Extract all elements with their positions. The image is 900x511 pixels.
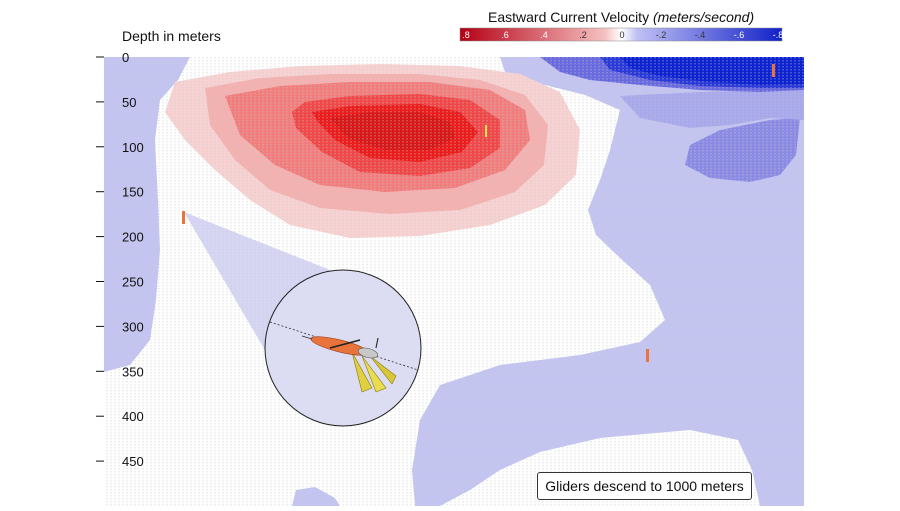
glider-marker-3 — [646, 349, 649, 362]
colorbar-tick-label: .6 — [501, 30, 509, 40]
colorbar-tick-label: -.8 — [773, 30, 784, 40]
y-tick-label: 100 — [122, 140, 144, 155]
colorbar-tick-label: .4 — [540, 30, 548, 40]
y-tick-label: 0 — [122, 50, 129, 65]
colorbar-tick-label: -.2 — [656, 30, 667, 40]
eastward-core — [330, 112, 455, 150]
glider-icon — [301, 335, 397, 393]
glider-marker-2 — [772, 64, 775, 77]
colorbar-labels: .8 .6 .4 .2 0 -.2 -.4 -.6 -.8 — [462, 30, 783, 40]
plot-area — [104, 57, 804, 506]
y-tick-label: 450 — [122, 454, 144, 469]
colorbar-tick-label: -.4 — [695, 30, 706, 40]
glider-marker-1 — [182, 211, 185, 224]
y-tick-label: 400 — [122, 409, 144, 424]
colorbar-tick-label: .8 — [462, 30, 470, 40]
colorbar: .8 .6 .4 .2 0 -.2 -.4 -.6 -.8 — [459, 27, 783, 42]
colorbar-title-text: Eastward Current Velocity — [488, 9, 650, 25]
y-tick-label: 350 — [122, 364, 144, 379]
annotation-box: Gliders descend to 1000 meters — [537, 472, 752, 500]
y-tick-label: 300 — [122, 319, 144, 334]
westward-band-mid — [620, 90, 804, 128]
y-tick-label: 250 — [122, 275, 144, 290]
y-axis-title: Depth in meters — [122, 28, 221, 44]
westward-region-bottom — [292, 487, 340, 506]
glider-marker-4 — [485, 125, 487, 137]
y-tick-label: 200 — [122, 230, 144, 245]
colorbar-title-units: (meters/second) — [652, 9, 755, 25]
colorbar-tick-label: -.6 — [734, 30, 745, 40]
colorbar-title: Eastward Current Velocity (meters/second… — [488, 9, 754, 25]
colorbar-tick-label: .2 — [579, 30, 587, 40]
colorbar-gradient — [459, 27, 783, 42]
y-axis: 0 50 100 150 200 250 300 350 400 450 — [96, 50, 144, 469]
y-tick-label: 50 — [122, 95, 136, 110]
colorbar-tick-label: 0 — [619, 30, 624, 40]
surface-jet-core — [620, 57, 804, 85]
y-tick-label: 150 — [122, 185, 144, 200]
